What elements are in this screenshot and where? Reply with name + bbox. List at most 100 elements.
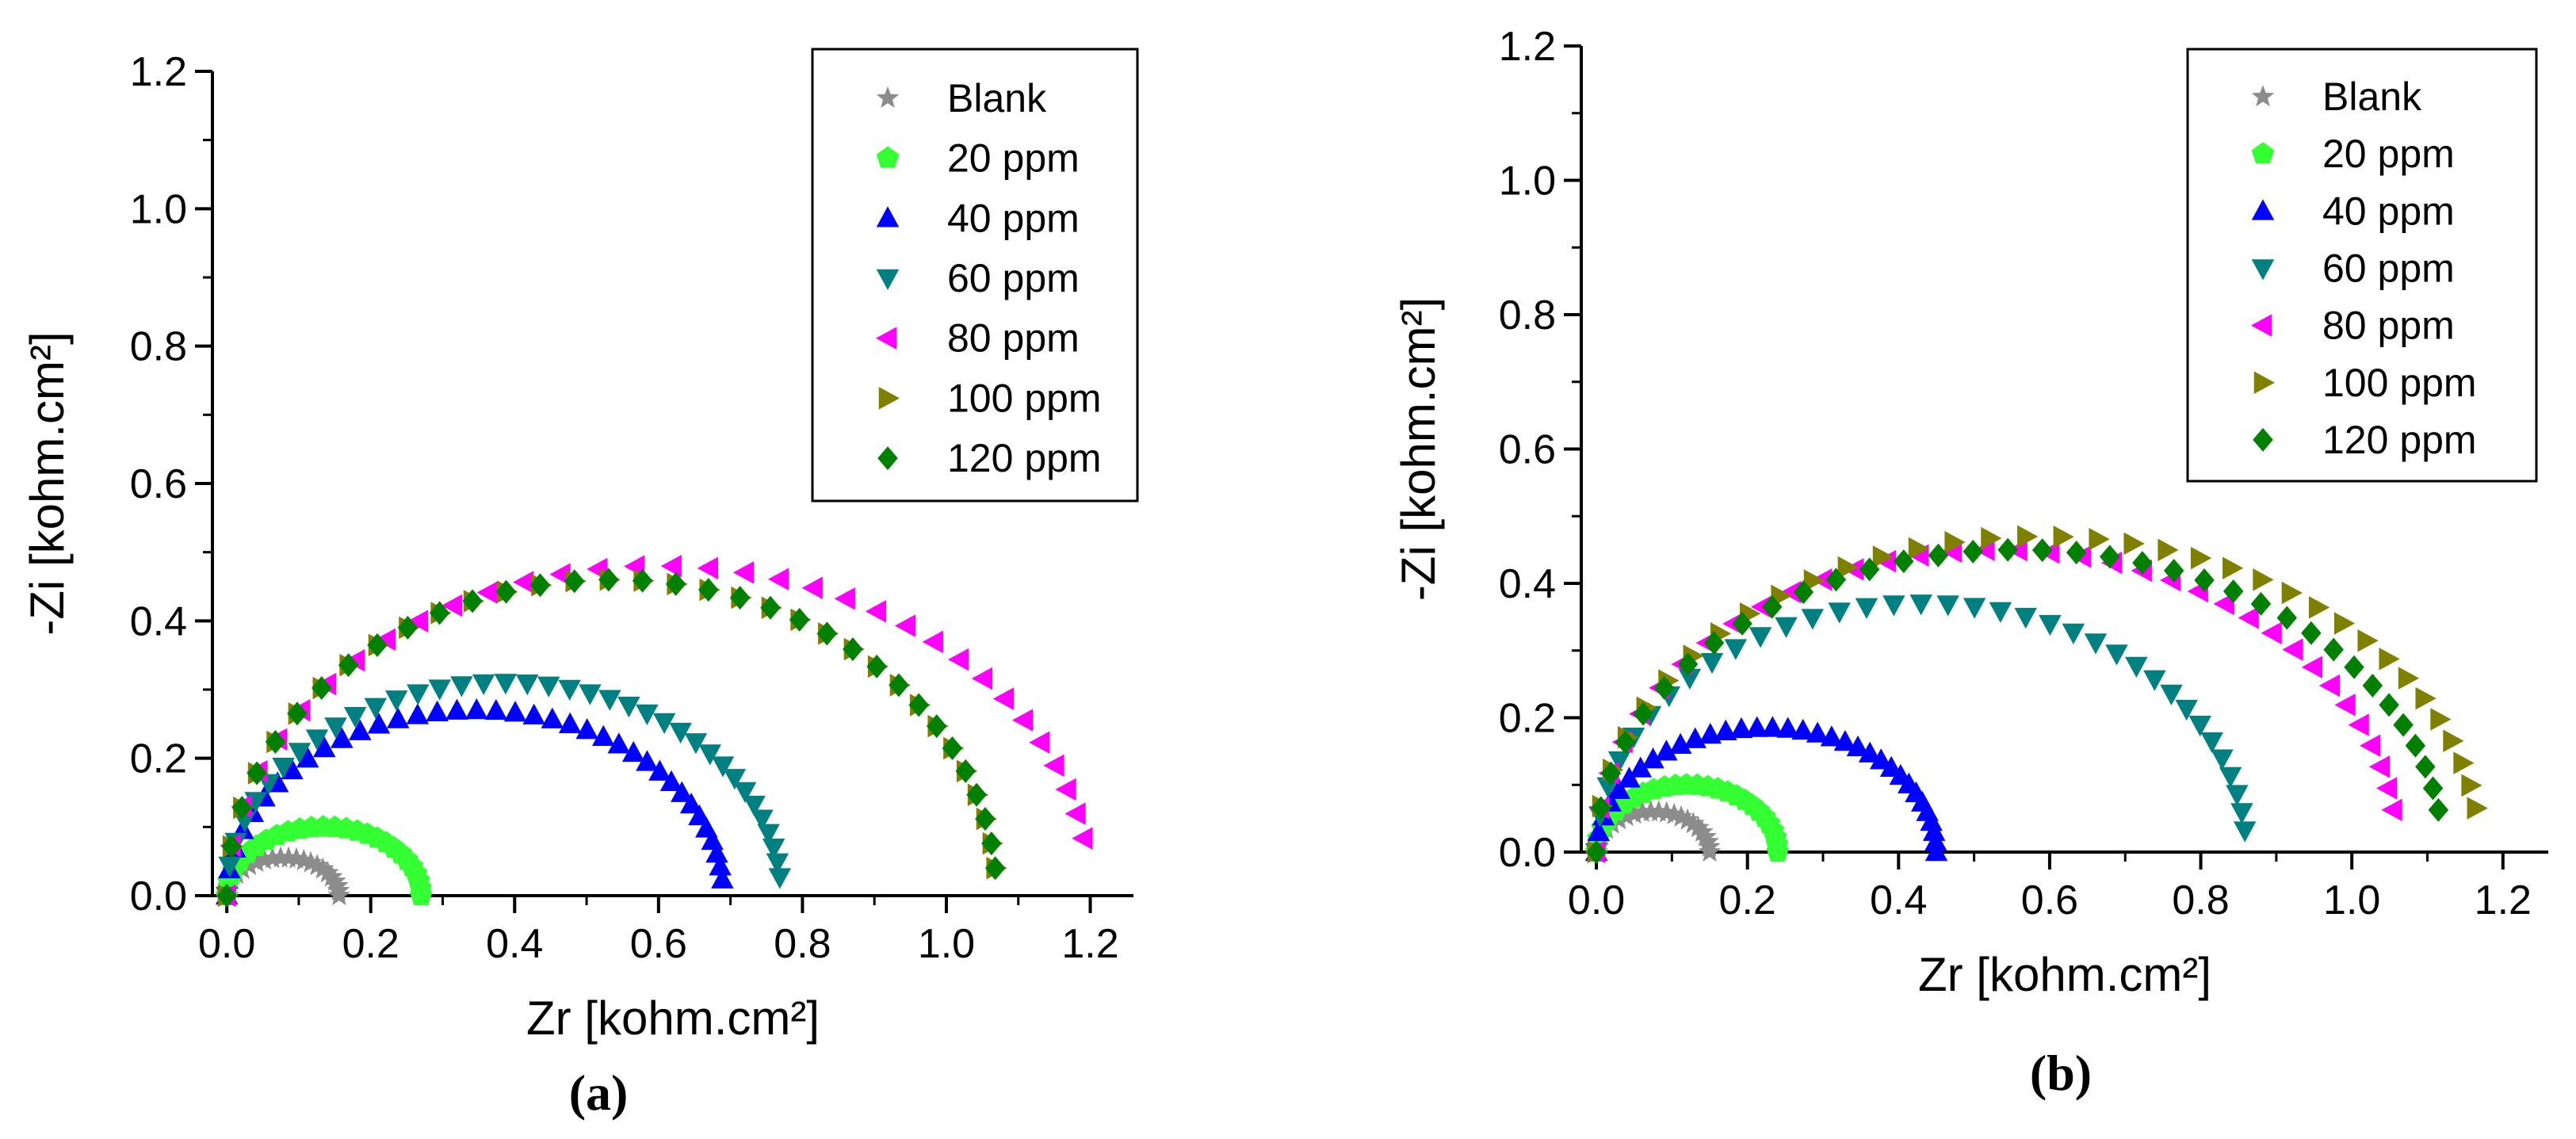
data-point xyxy=(660,554,682,578)
data-point xyxy=(1893,549,1914,574)
data-point xyxy=(1618,766,1641,788)
data-point xyxy=(617,696,640,718)
data-point xyxy=(908,693,929,717)
y-tick-label: 0.8 xyxy=(130,324,187,370)
data-point xyxy=(757,824,780,845)
data-point xyxy=(2362,674,2383,698)
data-point xyxy=(955,759,976,783)
legend-marker xyxy=(877,446,898,471)
legend-marker xyxy=(2253,371,2275,395)
data-point xyxy=(2160,684,2183,705)
data-point xyxy=(316,861,339,883)
panel-caption: (b) xyxy=(2030,1045,2092,1101)
legend-label: 120 ppm xyxy=(947,436,1102,480)
data-point xyxy=(1729,717,1753,739)
data-point xyxy=(1586,840,1607,864)
legend-box xyxy=(2186,48,2538,483)
data-point xyxy=(2031,538,2053,563)
data-point xyxy=(659,770,683,792)
data-point xyxy=(364,698,388,719)
data-point xyxy=(766,853,789,874)
data-point xyxy=(733,782,757,803)
data-point xyxy=(245,850,269,872)
data-point xyxy=(1981,526,2002,550)
data-point xyxy=(238,853,261,875)
data-point xyxy=(1936,595,1959,617)
data-point xyxy=(1837,556,1859,579)
data-point xyxy=(2188,715,2212,737)
data-point xyxy=(1642,747,1664,769)
legend-marker xyxy=(878,387,900,410)
series-60-ppm xyxy=(1584,594,2257,864)
data-point xyxy=(1793,580,1814,605)
data-point xyxy=(579,684,602,705)
data-point xyxy=(607,732,631,754)
series-120-ppm xyxy=(216,568,1006,908)
data-point xyxy=(942,736,963,761)
data-point xyxy=(2443,729,2464,753)
data-point xyxy=(648,759,671,781)
data-point xyxy=(2261,621,2282,645)
data-point xyxy=(1997,537,2018,562)
data-point xyxy=(407,684,430,705)
data-point xyxy=(1855,598,1878,619)
data-point xyxy=(2422,776,2444,801)
data-point xyxy=(472,674,495,696)
x-tick-label: 0.2 xyxy=(342,921,399,967)
y-tick-label: 0.4 xyxy=(130,598,187,644)
data-point xyxy=(410,884,433,906)
data-point xyxy=(1846,735,1870,757)
series-40-ppm xyxy=(215,698,734,905)
x-tick-label: 0.4 xyxy=(1870,877,1927,923)
data-point xyxy=(1749,627,1772,648)
data-point xyxy=(975,807,996,831)
data-point xyxy=(2157,538,2179,562)
data-point xyxy=(1615,730,1636,755)
data-point xyxy=(1043,754,1064,778)
x-tick-label: 1.0 xyxy=(2323,877,2380,923)
data-point xyxy=(1703,631,1725,655)
y-tick-label: 0.2 xyxy=(130,736,187,782)
x-tick-label: 1.2 xyxy=(2475,877,2532,923)
legend: Blank 20 ppm 40 ppm 60 ppm 80 ppm 100 ppm 120 … xyxy=(2186,48,2538,483)
data-point xyxy=(698,744,722,766)
data-point xyxy=(1828,602,1851,624)
data-point xyxy=(287,701,308,726)
data-point xyxy=(732,561,755,584)
data-point xyxy=(1908,537,1930,560)
data-point xyxy=(428,679,451,701)
data-point xyxy=(1801,609,1825,630)
data-point xyxy=(2084,633,2108,655)
data-point xyxy=(324,717,347,739)
data-point xyxy=(1858,741,1882,763)
data-point xyxy=(384,690,408,712)
data-point xyxy=(503,701,527,722)
data-point xyxy=(834,587,855,610)
data-point xyxy=(709,854,732,876)
data-point xyxy=(494,674,518,695)
data-point xyxy=(729,586,751,610)
data-point xyxy=(1591,796,1611,820)
data-point xyxy=(652,713,676,735)
data-point xyxy=(397,615,419,640)
data-point xyxy=(374,628,396,652)
x-tick-label: 0.2 xyxy=(1719,877,1776,923)
data-point xyxy=(2200,732,2223,754)
data-point xyxy=(2222,556,2244,579)
data-point xyxy=(1882,595,1905,617)
data-point xyxy=(2430,708,2452,731)
data-point xyxy=(1724,639,1748,660)
x-tick-label: 0.0 xyxy=(1568,877,1625,923)
data-point xyxy=(1699,722,1722,744)
series-60-ppm xyxy=(215,674,792,908)
data-point xyxy=(305,729,329,751)
data-point xyxy=(816,621,838,646)
data-point xyxy=(2344,655,2364,679)
data-point xyxy=(760,595,781,620)
data-point xyxy=(1825,568,1847,592)
data-point xyxy=(1776,717,1799,738)
data-point xyxy=(2250,591,2272,616)
data-point xyxy=(1791,718,1814,740)
data-point xyxy=(1633,701,1653,726)
data-point xyxy=(2132,551,2153,575)
